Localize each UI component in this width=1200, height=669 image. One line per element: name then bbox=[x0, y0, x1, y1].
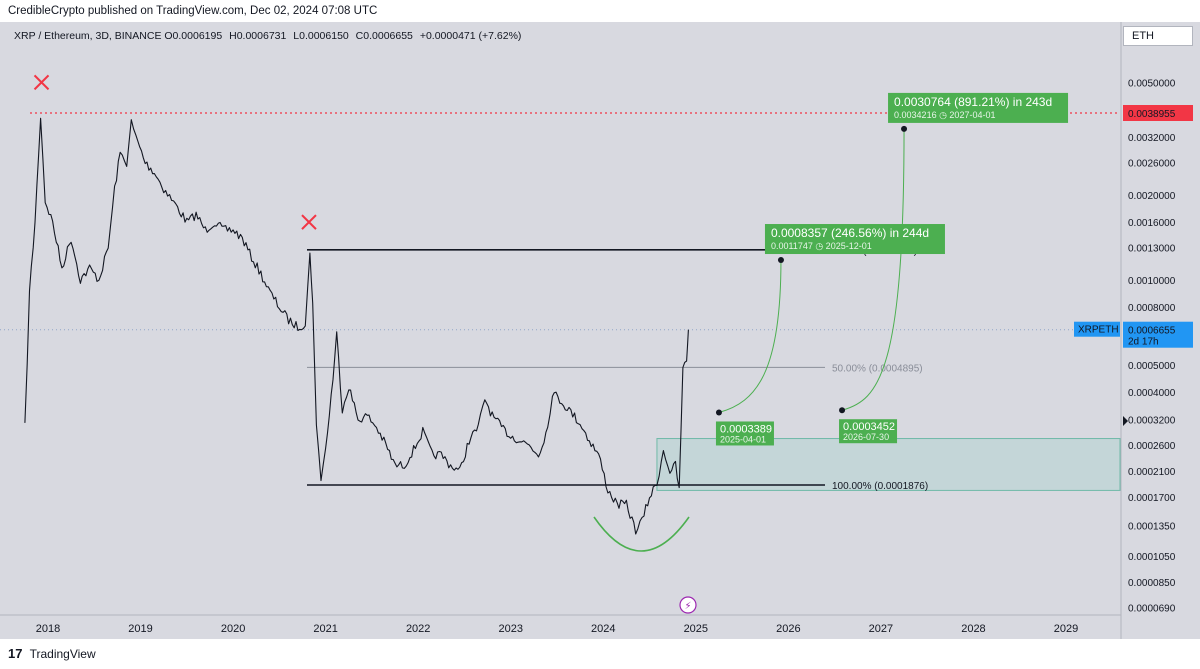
projection-start-value-1: 0.0003452 bbox=[843, 421, 895, 433]
chart-area[interactable] bbox=[0, 22, 1200, 639]
rounded-bottom-arc bbox=[593, 516, 690, 552]
symbol-tag bbox=[1074, 321, 1120, 337]
event-flash-glyph: ⚡ bbox=[684, 601, 691, 612]
tradingview-logo: 17 bbox=[8, 646, 23, 661]
x-tick-4: 2022 bbox=[406, 623, 430, 635]
y-tick-15: 0.0001700 bbox=[1128, 493, 1176, 504]
fib-label-2: 100.00% (0.0001876) bbox=[832, 481, 928, 492]
resistance-price-tag-label: 0.0038955 bbox=[1128, 109, 1176, 120]
y-tick-18: 0.0000850 bbox=[1128, 578, 1176, 589]
projection-start-date-0: 2025-04-01 bbox=[720, 434, 766, 444]
resistance-price-tag bbox=[1123, 105, 1193, 121]
projection-end-dot-0 bbox=[777, 257, 784, 264]
y-tick-5: 0.0016000 bbox=[1128, 218, 1176, 229]
x-tick-6: 2024 bbox=[591, 623, 615, 635]
y-tick-16: 0.0001350 bbox=[1128, 521, 1176, 532]
legend-low-label: L bbox=[293, 30, 300, 42]
projection-end-dot-1 bbox=[901, 125, 908, 132]
projection-start-date-1: 2026-07-30 bbox=[843, 432, 889, 442]
y-tick-2: 0.0032000 bbox=[1128, 133, 1176, 144]
y-tick-6: 0.0013000 bbox=[1128, 244, 1176, 255]
publisher-line: CredibleCrypto published on TradingView.… bbox=[8, 5, 378, 17]
current-price-value: 0.0006655 bbox=[1128, 326, 1176, 337]
projection-target-sub-0: 0.0011747 ◷ 2025-12-01 bbox=[771, 241, 872, 251]
projection-start-box-1 bbox=[839, 419, 898, 444]
x-tick-1: 2019 bbox=[128, 623, 152, 635]
projection-start-value-0: 0.0003389 bbox=[720, 423, 772, 435]
y-tick-14: 0.0002100 bbox=[1128, 467, 1176, 478]
y-tick-10: 0.0005000 bbox=[1128, 361, 1176, 372]
projection-target-box-1 bbox=[888, 92, 1069, 123]
x-tick-0: 2018 bbox=[36, 623, 60, 635]
y-tick-12: 0.0003200 bbox=[1128, 416, 1176, 427]
fib-label-1: 50.00% (0.0004895) bbox=[832, 363, 923, 374]
event-flash-icon bbox=[679, 596, 697, 614]
axis-marker-icon bbox=[1123, 416, 1128, 426]
projection-target-value-0: 0.0008357 (246.56%) in 244d bbox=[771, 226, 929, 240]
y-tick-19: 0.0000690 bbox=[1128, 604, 1176, 615]
x-tick-8: 2026 bbox=[776, 623, 800, 635]
rejection-x-mark-0 bbox=[33, 74, 50, 91]
legend-high-label: H bbox=[229, 30, 237, 42]
x-tick-9: 2027 bbox=[869, 623, 893, 635]
projection-target-sub-1: 0.0034216 ◷ 2027-04-01 bbox=[894, 110, 995, 120]
legend-open-label: O bbox=[164, 30, 173, 42]
footer: 17 TradingView bbox=[0, 639, 1200, 669]
projection-target-box-0 bbox=[764, 224, 945, 255]
projection-start-dot-0 bbox=[715, 409, 722, 416]
x-tick-5: 2023 bbox=[498, 623, 522, 635]
x-tick-10: 2028 bbox=[961, 623, 985, 635]
y-tick-17: 0.0001050 bbox=[1128, 552, 1176, 563]
x-tick-3: 2021 bbox=[313, 623, 337, 635]
x-tick-2: 2020 bbox=[221, 623, 245, 635]
currency-button[interactable]: ETH bbox=[1123, 26, 1193, 46]
symbol-tag-label: XRPETH bbox=[1078, 325, 1119, 336]
range-box bbox=[656, 438, 1121, 491]
price-series-line bbox=[24, 117, 689, 535]
x-tick-7: 2025 bbox=[684, 623, 708, 635]
projection-curve-1 bbox=[841, 128, 905, 411]
projection-start-box-0 bbox=[715, 421, 774, 446]
current-price-tag bbox=[1123, 321, 1193, 348]
y-tick-8: 0.0008000 bbox=[1128, 303, 1176, 314]
legend-open: 0.0006195 bbox=[172, 30, 223, 42]
legend-high: 0.0006731 bbox=[236, 30, 287, 42]
projection-curve-0 bbox=[718, 260, 782, 413]
y-tick-4: 0.0020000 bbox=[1128, 191, 1176, 202]
projection-start-dot-1 bbox=[839, 407, 846, 414]
y-tick-0: 0.0050000 bbox=[1128, 78, 1176, 89]
current-price-countdown: 2d 17h bbox=[1128, 337, 1159, 348]
x-tick-11: 2029 bbox=[1054, 623, 1078, 635]
legend-change: +0.0000471 (+7.62%) bbox=[419, 30, 522, 42]
rejection-x-mark-1 bbox=[301, 214, 317, 230]
legend-symbol: XRP / Ethereum, 3D, BINANCE bbox=[14, 30, 162, 42]
legend-close: 0.0006655 bbox=[363, 30, 413, 42]
y-tick-11: 0.0004000 bbox=[1128, 388, 1176, 399]
y-tick-3: 0.0026000 bbox=[1128, 159, 1176, 170]
projection-target-value-1: 0.0030764 (891.21%) in 243d bbox=[894, 95, 1052, 109]
footer-brand: TradingView bbox=[29, 647, 96, 661]
legend-low: 0.0006150 bbox=[299, 30, 349, 42]
legend-close-label: C bbox=[355, 30, 364, 42]
ohlc-legend: XRP / Ethereum, 3D, BINANCE O0.0006195 H… bbox=[14, 30, 521, 42]
y-tick-7: 0.0010000 bbox=[1128, 276, 1176, 287]
y-tick-13: 0.0002600 bbox=[1128, 441, 1176, 452]
